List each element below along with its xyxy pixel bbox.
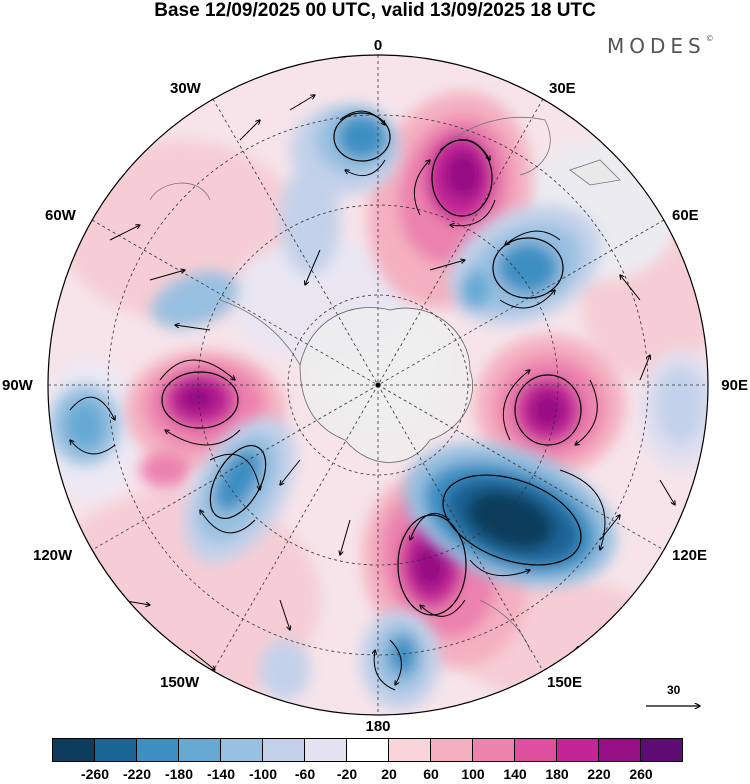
colorbar-segment [430,738,473,762]
colorbar-segment [178,738,221,762]
colorbar-segment [220,738,263,762]
colorbar-segment [136,738,179,762]
colorbar-tick-label: -180 [164,766,194,782]
colorbar-tick-label: 220 [587,766,611,782]
colorbar-segment [472,738,515,762]
colorbar-tick-label: 140 [503,766,527,782]
colorbar-tick-label: 60 [423,766,439,782]
colorbar-tick-label: -140 [206,766,236,782]
colorbar-segment [304,738,347,762]
colorbar-tick-label: -220 [122,766,152,782]
reference-vector-label: 30 [667,683,681,697]
brand-text: MODES [607,34,706,58]
colorbar-segment [514,738,557,762]
lon-label-150w: 150W [160,674,200,691]
colorbar-tick-label: 180 [545,766,569,782]
lon-label-30e: 30E [549,80,576,97]
anomaly-field [48,55,708,715]
lon-label-120e: 120E [672,547,708,564]
colorbar-segment [598,738,641,762]
colorbar [52,738,683,762]
colorbar-tick-label: -60 [294,766,316,782]
lon-label-150e: 150E [547,674,583,691]
colorbar-tick-label: 260 [629,766,653,782]
lon-label-120w: 120W [33,547,73,564]
colorbar-tick-label: 100 [461,766,485,782]
colorbar-tick-label: -20 [336,766,358,782]
lon-label-180: 180 [365,718,391,735]
lon-label-90e: 90E [721,377,748,394]
map-title: Base 12/09/2025 00 UTC, valid 13/09/2025… [154,0,596,21]
colorbar-segment [262,738,305,762]
colorbar-segment [640,738,683,762]
colorbar-segment [388,738,431,762]
copyright-mark: © [705,34,714,43]
colorbar-segment [94,738,137,762]
lon-label-60w: 60W [45,207,76,224]
colorbar-tick-label: 20 [381,766,397,782]
map-border [47,54,709,716]
lon-label-30w: 30W [170,80,201,97]
anomaly-negative-120e [404,443,616,587]
colorbar-segment [346,738,389,762]
wind-vectors [70,95,675,691]
lon-label-90w: 90W [2,377,33,394]
colorbar-segment [52,738,95,762]
south-pole-marker [375,382,381,388]
colorbar-segment [556,738,599,762]
colorbar-tick-labels: -260 -220 -180 -140 -100 -60 -20 20 60 100 140 180 2… [0,766,750,784]
colorbar-tick-label: -100 [248,766,278,782]
anomaly-positive-90e [475,335,625,475]
lon-label-60e: 60E [672,207,699,224]
lon-label-0: 0 [373,37,383,54]
modes-logo: MODES© [607,34,714,58]
anomaly-negative-170e [360,610,440,710]
colorbar-tick-label: -260 [80,766,110,782]
